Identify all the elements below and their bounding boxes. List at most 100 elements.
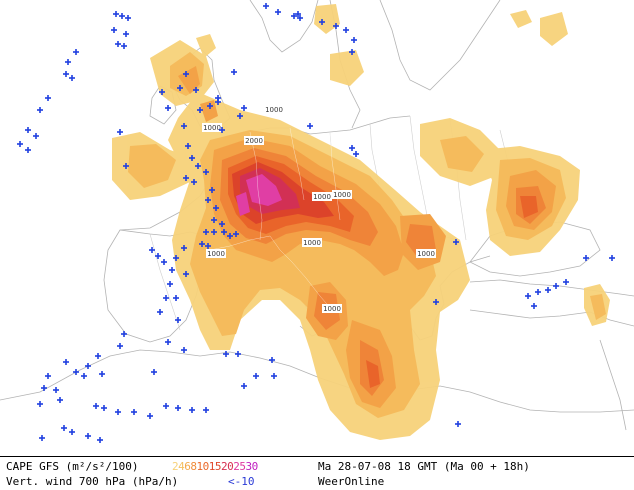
wind-cross-marker (63, 71, 69, 77)
wind-cross-marker (237, 113, 243, 119)
wind-cross-marker (183, 271, 189, 277)
cape-level-25 (236, 174, 282, 216)
wind-cross-marker (207, 103, 213, 109)
cape-scale-item: 30 (245, 460, 259, 473)
wind-cross-marker (85, 363, 91, 369)
cape-scale-item: 10 (196, 460, 210, 473)
wind-cross-marker (545, 287, 551, 293)
wind-cross-marker (263, 3, 269, 9)
map-value-label: 1000 (206, 249, 226, 258)
cape-scale-item: 6 (184, 460, 191, 473)
wind-cross-marker (101, 405, 107, 411)
wind-cross-marker (197, 107, 203, 113)
cape-scale-item: 2 (172, 460, 179, 473)
wind-cross-marker (333, 23, 339, 29)
wind-cross-marker (53, 387, 59, 393)
svg-text:1000: 1000 (207, 250, 225, 258)
wind-cross-marker (209, 187, 215, 193)
wind-cross-marker (221, 229, 227, 235)
wind-cross-marker (203, 169, 209, 175)
wind-cross-marker (191, 179, 197, 185)
wind-cross-marker (189, 155, 195, 161)
wind-cross-marker (163, 295, 169, 301)
svg-text:1000: 1000 (203, 124, 221, 132)
svg-text:1000: 1000 (265, 106, 283, 114)
wind-cross-marker (165, 339, 171, 345)
wind-cross-marker (159, 89, 165, 95)
wind-cross-marker (69, 75, 75, 81)
wind-cross-marker (563, 279, 569, 285)
wind-cross-marker (609, 255, 615, 261)
wind-cross-marker (211, 217, 217, 223)
wind-cross-marker (123, 163, 129, 169)
wind-cross-marker (93, 403, 99, 409)
wind-cross-marker (211, 229, 217, 235)
wind-cross-marker (61, 425, 67, 431)
wind-cross-marker (177, 85, 183, 91)
wind-cross-marker (583, 255, 589, 261)
valid-time: Ma 28-07-08 18 GMT (Ma 00 + 18h) (318, 460, 530, 473)
svg-text:1000: 1000 (303, 239, 321, 247)
wind-cross-marker (175, 317, 181, 323)
wind-cross-marker (121, 43, 127, 49)
wind-cross-marker (351, 37, 357, 43)
wind-cross-marker (165, 105, 171, 111)
wind-cross-marker (455, 421, 461, 427)
wind-cross-marker (219, 127, 225, 133)
wind-cross-marker (39, 435, 45, 441)
wind-cross-marker (535, 289, 541, 295)
cape-scale-item: 4 (178, 460, 185, 473)
cape-color-scale: 24681015202530 (172, 459, 258, 474)
wind-cross-marker (181, 245, 187, 251)
wind-title: Vert. wind 700 hPa (hPa/h) (6, 475, 179, 488)
wind-cross-marker (149, 247, 155, 253)
wind-cross-marker (433, 299, 439, 305)
wind-cross-marker (37, 401, 43, 407)
wind-cross-marker (205, 197, 211, 203)
wind-cross-marker (241, 383, 247, 389)
coast-overlay (209, 127, 341, 311)
map-value-label: 2000 (244, 136, 264, 145)
wind-cross-marker (253, 373, 259, 379)
wind-cross-marker (291, 13, 297, 19)
wind-cross-marker (319, 19, 325, 25)
wind-cross-marker (167, 281, 173, 287)
wind-cross-marker (183, 175, 189, 181)
wind-cross-marker (525, 293, 531, 299)
wind-cross-marker (25, 127, 31, 133)
wind-cross-marker (231, 69, 237, 75)
wind-cross-marker (155, 253, 161, 259)
wind-cross-marker (297, 15, 303, 21)
wind-cross-marker (349, 49, 355, 55)
wind-cross-marker (73, 369, 79, 375)
wind-cross-marker (343, 27, 349, 33)
wind-cross-marker (117, 343, 123, 349)
cape-scale-item: 25 (233, 460, 246, 473)
wind-cross-marker (219, 221, 225, 227)
wind-cross-marker (183, 71, 189, 77)
wind-cross-marker (531, 303, 537, 309)
map-value-label: 1000 (302, 238, 322, 247)
map-value-label: 1000 (202, 123, 222, 132)
wind-cross-marker (195, 163, 201, 169)
wind-cross-marker (125, 15, 131, 21)
wind-cross-marker (65, 59, 71, 65)
wind-cross-marker (553, 283, 559, 289)
wind-cross-marker (45, 373, 51, 379)
wind-cross-marker (235, 351, 241, 357)
wind-cross-marker (25, 147, 31, 153)
wind-cross-marker (453, 239, 459, 245)
wind-cross-marker (41, 385, 47, 391)
wind-cross-marker (111, 27, 117, 33)
wind-cross-marker (349, 145, 355, 151)
svg-text:2000: 2000 (245, 137, 263, 145)
wind-cross-marker (353, 151, 359, 157)
wind-cross-marker (113, 11, 119, 17)
map-value-label: 1000 (322, 304, 342, 313)
svg-text:1000: 1000 (333, 191, 351, 199)
wind-cross-marker (271, 373, 277, 379)
wind-cross-marker (169, 267, 175, 273)
wind-cross-marker (85, 433, 91, 439)
cape-field (112, 4, 610, 440)
wind-cross-marker (73, 49, 79, 55)
